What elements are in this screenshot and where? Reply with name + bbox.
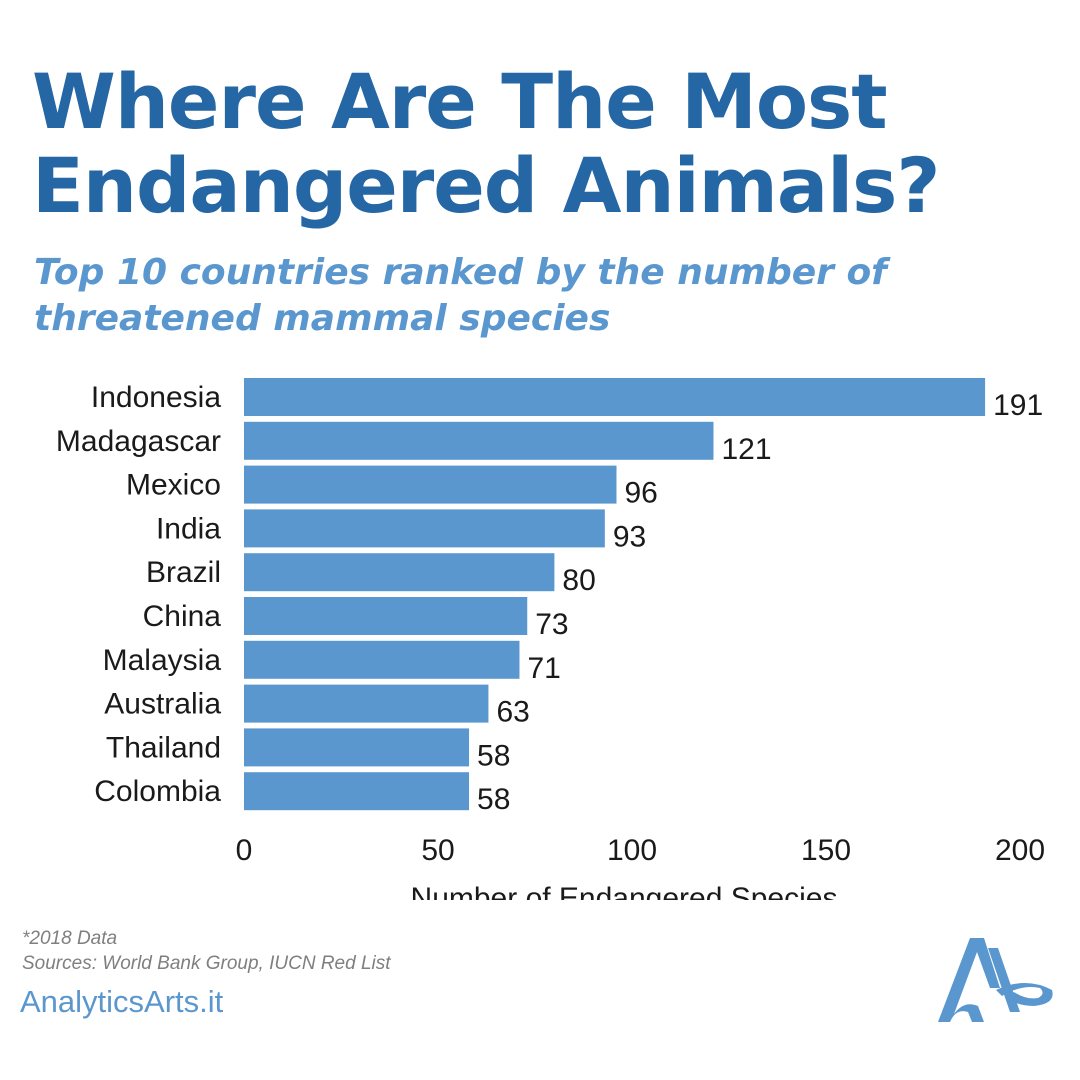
bar-australia [244, 684, 489, 723]
bar-malaysia [244, 640, 520, 679]
bar-indonesia [244, 378, 986, 416]
x-axis-title: Number of Endangered Species [411, 882, 838, 900]
value-label-thailand: 58 [477, 739, 510, 772]
brand-link[interactable]: AnalyticsArts.it [20, 984, 224, 1019]
category-label-mexico: Mexico [126, 469, 221, 502]
x-tick-label: 200 [995, 834, 1045, 867]
value-label-indonesia: 191 [993, 389, 1043, 422]
value-label-mexico: 96 [624, 477, 657, 510]
x-tick-label: 50 [421, 834, 454, 867]
category-label-madagascar: Madagascar [56, 425, 221, 458]
category-label-india: India [156, 512, 221, 545]
x-tick-label: 0 [236, 834, 253, 867]
category-label-china: China [143, 600, 222, 633]
value-label-china: 73 [535, 608, 568, 641]
value-label-madagascar: 121 [721, 433, 771, 466]
category-label-malaysia: Malaysia [103, 644, 222, 677]
bar-chart: Indonesia Madagascar Mexico India Brazil Chin… [56, 378, 1045, 900]
bar-china [244, 597, 528, 635]
bar-madagascar [244, 421, 714, 460]
data-year-note: *2018 Data [22, 928, 118, 949]
chart-title: Where Are The Most Endangered Animals? [32, 57, 940, 230]
x-tick-label: 150 [801, 834, 851, 867]
value-label-malaysia: 71 [527, 652, 560, 685]
value-label-india: 93 [613, 520, 646, 553]
category-label-brazil: Brazil [146, 556, 221, 589]
bar-colombia [244, 772, 470, 811]
bar-brazil [244, 553, 555, 592]
x-tick-label: 100 [607, 834, 657, 867]
bar-india [244, 509, 605, 548]
value-label-colombia: 58 [477, 783, 510, 816]
analyticsarts-logo-icon [938, 938, 1053, 1022]
chart-subtitle: Top 10 countries ranked by the number of… [34, 252, 887, 339]
sources-note: Sources: World Bank Group, IUCN Red List [22, 953, 391, 974]
category-label-indonesia: Indonesia [91, 381, 221, 414]
category-label-colombia: Colombia [94, 775, 221, 808]
bar-thailand [244, 728, 470, 767]
category-label-australia: Australia [104, 688, 221, 721]
bar-mexico [244, 465, 617, 504]
value-label-brazil: 80 [562, 564, 595, 597]
value-label-australia: 63 [496, 696, 529, 729]
category-label-thailand: Thailand [106, 731, 221, 764]
